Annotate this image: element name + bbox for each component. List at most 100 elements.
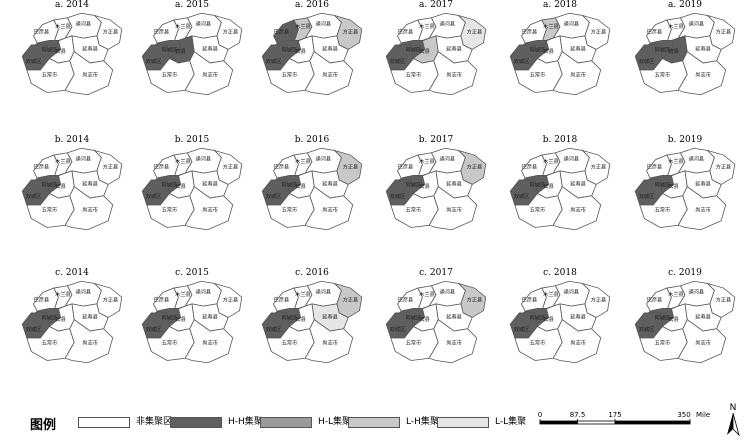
region-shangzhi: [304, 186, 354, 231]
region-shangzhi: [64, 51, 114, 96]
region-label-bayan: 巴彦县: [34, 296, 50, 304]
region-label-wuchang: 五常市: [162, 339, 178, 347]
region-label-tonghe: 通河县: [564, 155, 580, 163]
region-label-shuangcheng: 双城区: [266, 193, 282, 200]
region-label-bin: 宾县: [55, 182, 65, 190]
region-label-mulan: 木兰县: [175, 22, 191, 30]
region-shuangcheng: [634, 44, 663, 71]
region-label-wuchang: 五常市: [655, 339, 671, 347]
map-panel: a. 2017 巴彦县 木兰县 通河县 方正县 宾县 延寿县 五常市 尚志市 阿城区 双城区: [374, 0, 498, 130]
region-label-shangzhi: 尚志市: [322, 339, 338, 347]
map-panel-label: b. 2019: [667, 135, 703, 145]
map-panel: c. 2018 巴彦县 木兰县 通河县 方正县 宾县 延寿县 五常市 尚志市 阿城区 双城区: [498, 268, 622, 398]
scale-bar: 0 87.5 175 350 Miles: [538, 411, 710, 425]
region-label-acheng: 阿城区: [162, 181, 178, 189]
scale-bar-label-2: 175: [608, 411, 621, 419]
region-shangzhi: [304, 51, 354, 96]
region-label-yanshou: 延寿县: [570, 45, 586, 53]
region-label-shuangcheng: 双城区: [390, 326, 406, 333]
region-shuangcheng: [141, 312, 170, 339]
region-label-mulan: 木兰县: [668, 22, 684, 30]
region-label-shuangcheng: 双城区: [146, 193, 162, 200]
map-panel-grid: a. 2014 巴彦县 木兰县 通河县 方正县 宾县 延寿县 五常市 尚志市 阿城区 双城区 a. 2…: [21, 0, 747, 398]
region-label-yanshou: 延寿县: [695, 45, 711, 53]
region-label-mulan: 木兰县: [55, 290, 71, 298]
region-label-bayan: 巴彦县: [522, 28, 538, 36]
region-label-shangzhi: 尚志市: [570, 339, 586, 347]
region-label-bayan: 巴彦县: [274, 163, 290, 171]
region-label-mulan: 木兰县: [175, 157, 191, 165]
region-shuangcheng: [21, 179, 50, 206]
map-panel-label: c. 2019: [668, 268, 702, 278]
region-label-shuangcheng: 双城区: [639, 326, 655, 333]
map-panel: a. 2016 巴彦县 木兰县 通河县 方正县 宾县 延寿县 五常市 尚志市 阿城区 双城区: [250, 0, 374, 130]
region-shuangcheng: [141, 179, 170, 206]
region-label-bayan: 巴彦县: [274, 296, 290, 304]
map-panel: c. 2015 巴彦县 木兰县 通河县 方正县 宾县 延寿县 五常市 尚志市 阿城区 双城区: [130, 268, 254, 398]
region-label-shangzhi: 尚志市: [82, 206, 98, 214]
region-label-fangzheng: 方正县: [591, 28, 607, 36]
map-panel: a. 2019 巴彦县 木兰县 通河县 方正县 宾县 延寿县 五常市 尚志市 阿城区 双城区: [623, 0, 747, 130]
region-label-acheng: 阿城区: [655, 314, 671, 322]
map-panel: c. 2017 巴彦县 木兰县 通河县 方正县 宾县 延寿县 五常市 尚志市 阿城区 双城区: [374, 268, 498, 398]
region-label-mulan: 木兰县: [668, 157, 684, 165]
region-label-wuchang: 五常市: [42, 339, 58, 347]
region-shangzhi: [184, 319, 234, 364]
region-label-fangzheng: 方正县: [716, 296, 732, 304]
region-label-fangzheng: 方正县: [591, 296, 607, 304]
region-label-yanshou: 延寿县: [695, 313, 711, 321]
region-label-wuchang: 五常市: [406, 206, 422, 214]
region-label-bin: 宾县: [543, 315, 553, 323]
region-label-mulan: 木兰县: [419, 290, 435, 298]
region-label-wuchang: 五常市: [406, 71, 422, 79]
region-shuangcheng: [385, 312, 414, 339]
region-shuangcheng: [261, 44, 290, 71]
region-label-wuchang: 五常市: [530, 339, 546, 347]
region-label-bayan: 巴彦县: [398, 296, 414, 304]
region-shuangcheng: [261, 312, 290, 339]
region-label-shangzhi: 尚志市: [570, 71, 586, 79]
region-shuangcheng: [141, 44, 170, 71]
region-shangzhi: [184, 186, 234, 231]
region-shangzhi: [64, 186, 114, 231]
region-label-bin: 宾县: [55, 315, 65, 323]
region-label-bin: 宾县: [295, 182, 305, 190]
region-label-wuchang: 五常市: [530, 71, 546, 79]
region-label-shuangcheng: 双城区: [26, 58, 42, 65]
region-label-shuangcheng: 双城区: [639, 193, 655, 200]
region-label-shangzhi: 尚志市: [446, 206, 462, 214]
map-panel-label: c. 2017: [419, 268, 453, 278]
region-label-wuchang: 五常市: [282, 71, 298, 79]
region-label-yanshou: 延寿县: [446, 180, 462, 188]
region-label-tonghe: 通河县: [689, 288, 705, 296]
region-label-shuangcheng: 双城区: [514, 326, 530, 333]
region-label-acheng: 阿城区: [282, 181, 298, 189]
legend-swatch-lh: [348, 417, 400, 428]
region-label-fangzheng: 方正县: [467, 296, 483, 304]
region-label-wuchang: 五常市: [162, 206, 178, 214]
region-label-wuchang: 五常市: [655, 206, 671, 214]
region-label-tonghe: 通河县: [440, 155, 456, 163]
region-shuangcheng: [634, 179, 663, 206]
region-label-tonghe: 通河县: [76, 155, 92, 163]
region-label-tonghe: 通河县: [76, 288, 92, 296]
region-label-bayan: 巴彦县: [647, 163, 663, 171]
region-label-yanshou: 延寿县: [322, 313, 338, 321]
map-panel: c. 2019 巴彦县 木兰县 通河县 方正县 宾县 延寿县 五常市 尚志市 阿城区 双城区: [623, 268, 747, 398]
region-label-bayan: 巴彦县: [647, 296, 663, 304]
map-panel-label: b. 2016: [294, 135, 330, 145]
region-label-tonghe: 通河县: [196, 155, 212, 163]
legend-swatch-non-cluster: [78, 417, 130, 428]
scale-bar-segment: [540, 421, 578, 424]
north-arrow-right: [732, 412, 740, 437]
region-shuangcheng: [385, 44, 414, 71]
region-shangzhi: [677, 186, 727, 231]
region-shuangcheng: [509, 179, 538, 206]
region-label-mulan: 木兰县: [55, 22, 71, 30]
region-label-shangzhi: 尚志市: [446, 339, 462, 347]
